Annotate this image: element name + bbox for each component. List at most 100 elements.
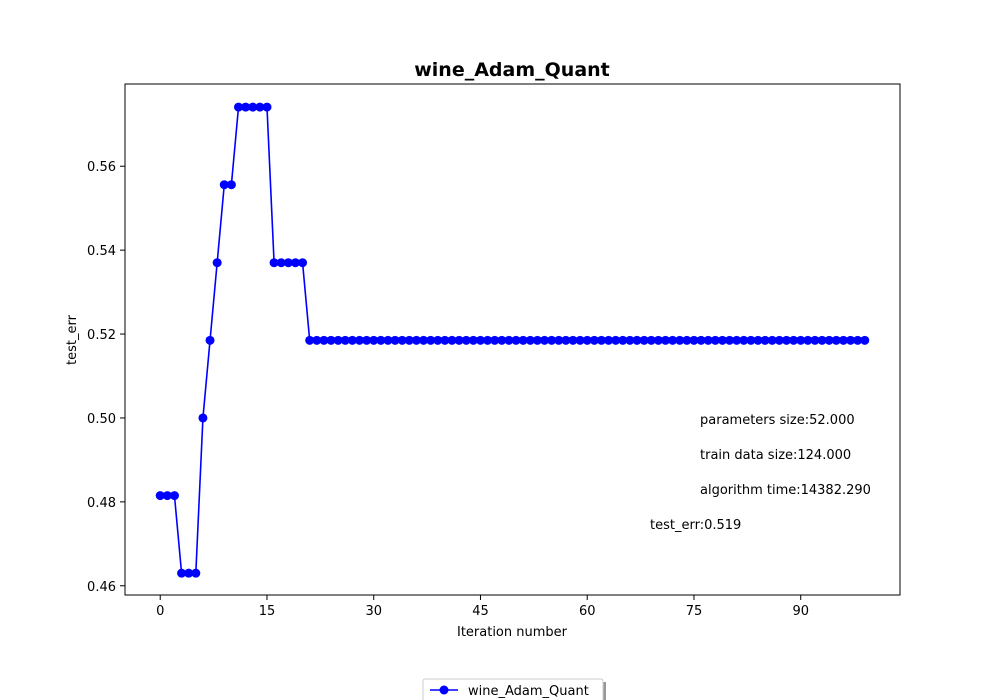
data-point: [532, 335, 542, 345]
data-point: [703, 335, 713, 345]
data-point: [746, 335, 756, 345]
data-point: [661, 335, 671, 345]
data-point: [447, 335, 457, 345]
data-point: [162, 491, 172, 501]
data-point: [604, 335, 614, 345]
data-point: [326, 335, 336, 345]
data-point: [305, 335, 315, 345]
data-point: [547, 335, 557, 345]
data-point: [646, 335, 656, 345]
data-point: [248, 102, 258, 112]
data-point: [504, 335, 514, 345]
data-point: [596, 335, 606, 345]
series-points: [155, 102, 870, 578]
data-point: [831, 335, 841, 345]
data-point: [177, 568, 187, 578]
data-point: [383, 335, 393, 345]
data-point: [241, 102, 251, 112]
legend-marker-swatch: [439, 685, 449, 695]
data-point: [483, 335, 493, 345]
x-tick-label: 30: [365, 604, 382, 619]
x-axis-ticks: 0 15 30 45 60 75 90: [156, 595, 809, 619]
data-point: [191, 568, 201, 578]
data-point: [276, 258, 286, 268]
data-point: [554, 335, 564, 345]
data-point: [419, 335, 429, 345]
data-point: [497, 335, 507, 345]
x-axis-label: Iteration number: [457, 625, 568, 640]
y-tick-label: 0.56: [87, 160, 116, 175]
data-point: [675, 335, 685, 345]
data-point: [404, 335, 414, 345]
data-point: [846, 335, 856, 345]
data-point: [668, 335, 678, 345]
data-point: [262, 102, 272, 112]
data-point: [184, 568, 194, 578]
data-point: [789, 335, 799, 345]
y-tick-label: 0.48: [87, 496, 116, 511]
data-point: [511, 335, 521, 345]
data-point: [411, 335, 421, 345]
y-tick-label: 0.52: [87, 328, 116, 343]
data-point: [433, 335, 443, 345]
data-point: [732, 335, 742, 345]
x-tick-label: 60: [579, 604, 596, 619]
data-point: [575, 335, 585, 345]
data-point: [810, 335, 820, 345]
x-tick-label: 0: [156, 604, 164, 619]
legend: wine_Adam_Quant: [422, 678, 606, 700]
data-point: [290, 258, 300, 268]
annotation-test-err: test_err:0.519: [650, 518, 741, 533]
data-point: [582, 335, 592, 345]
data-point: [774, 335, 784, 345]
x-tick-label: 90: [792, 604, 809, 619]
data-point: [169, 491, 179, 501]
data-point: [860, 335, 870, 345]
data-point: [632, 335, 642, 345]
x-tick-label: 15: [259, 604, 276, 619]
data-point: [198, 413, 208, 423]
data-point: [568, 335, 578, 345]
data-point: [226, 180, 236, 190]
x-tick-label: 45: [472, 604, 489, 619]
data-point: [219, 180, 229, 190]
data-point: [796, 335, 806, 345]
x-tick-label: 75: [686, 604, 703, 619]
data-point: [753, 335, 763, 345]
data-point: [781, 335, 791, 345]
data-point: [767, 335, 777, 345]
data-point: [639, 335, 649, 345]
legend-box: [422, 678, 604, 700]
data-point: [347, 335, 357, 345]
data-point: [390, 335, 400, 345]
data-point: [362, 335, 372, 345]
y-tick-label: 0.50: [87, 412, 116, 427]
data-point: [490, 335, 500, 345]
data-point: [817, 335, 827, 345]
data-point: [269, 258, 279, 268]
data-point: [333, 335, 343, 345]
data-point: [540, 335, 550, 345]
data-point: [589, 335, 599, 345]
data-point: [212, 258, 222, 268]
data-point: [710, 335, 720, 345]
data-point: [803, 335, 813, 345]
data-point: [475, 335, 485, 345]
data-point: [824, 335, 834, 345]
data-point: [369, 335, 379, 345]
y-tick-label: 0.46: [87, 580, 116, 595]
data-point: [376, 335, 386, 345]
data-point: [340, 335, 350, 345]
y-axis-label: test_err: [65, 314, 80, 365]
data-point: [255, 102, 265, 112]
data-point: [319, 335, 329, 345]
data-point: [426, 335, 436, 345]
data-point: [653, 335, 663, 345]
data-point: [234, 102, 244, 112]
data-point: [205, 335, 215, 345]
data-point: [312, 335, 322, 345]
data-point: [853, 335, 863, 345]
data-point: [625, 335, 635, 345]
data-point: [561, 335, 571, 345]
